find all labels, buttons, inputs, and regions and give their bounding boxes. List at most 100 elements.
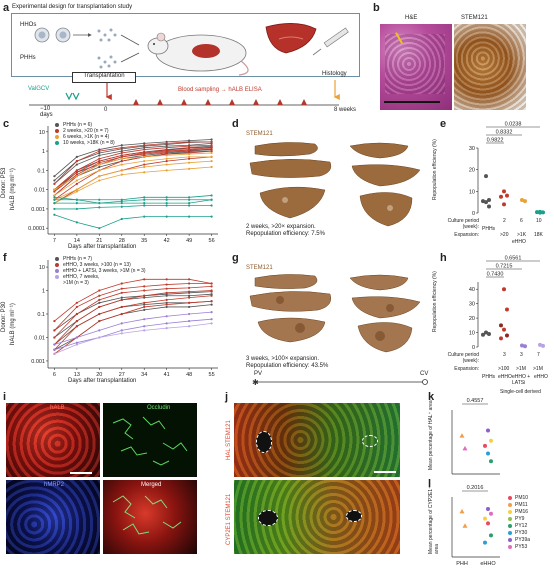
data-point xyxy=(53,188,56,191)
data-point xyxy=(98,179,101,182)
legend-f-3wk: eHHO, 3 weeks, >100 (n = 13) xyxy=(63,262,131,268)
y-tick-label: 10 xyxy=(39,265,45,271)
panel-d-liver-sections xyxy=(249,142,421,227)
legend-swatch xyxy=(508,545,512,549)
data-point xyxy=(165,287,168,290)
data-point xyxy=(75,207,78,211)
y-tick-label: 1 xyxy=(42,149,45,155)
data-point xyxy=(502,189,506,194)
data-point xyxy=(188,157,191,160)
data-point xyxy=(75,175,78,178)
series-line-1-6 xyxy=(54,148,212,192)
liver-lobe-section xyxy=(254,142,318,157)
series-line-0-2 xyxy=(54,304,212,351)
data-point xyxy=(98,175,101,178)
phh-cells-icon xyxy=(97,55,117,69)
panel-l-legend: PM10 PM11 PM16 PY9 PY12 PY30 PY39a PY53 xyxy=(508,495,530,551)
data-point xyxy=(98,169,101,172)
data-point xyxy=(165,301,168,304)
data-point xyxy=(210,294,213,297)
data-point xyxy=(120,144,123,147)
panel-h-ylabel: Repopulation efficiency (%) xyxy=(432,271,438,332)
legend-swatch xyxy=(508,517,512,521)
data-point xyxy=(210,142,213,145)
panel-l-ylabel: Mean percentage of CYP2E1⁺ area xyxy=(428,486,440,554)
data-point xyxy=(489,459,493,464)
data-point xyxy=(165,322,168,325)
panel-h-row1: Culture period (week): xyxy=(447,352,479,364)
data-point xyxy=(165,291,168,294)
data-point xyxy=(165,315,168,318)
panel-c-legend: PHHs (n = 6) 2 weeks, >20 (n = 7) 6 week… xyxy=(55,122,115,146)
data-point xyxy=(165,198,168,201)
panel-l-label: l xyxy=(428,478,432,490)
x-tick-label: 48 xyxy=(186,372,192,376)
data-point xyxy=(188,319,191,323)
data-point xyxy=(165,298,168,301)
x-tick-label: 21 xyxy=(96,238,102,242)
data-point xyxy=(143,146,146,149)
data-point xyxy=(165,294,168,297)
data-point xyxy=(143,198,146,201)
series-line-1-4 xyxy=(54,295,212,351)
panel-h-col1-sub: eHHO xyxy=(498,374,512,380)
data-point xyxy=(165,160,168,163)
data-point xyxy=(98,289,101,292)
data-point xyxy=(502,287,506,292)
data-point xyxy=(538,210,542,215)
data-point xyxy=(75,182,78,185)
panel-e-group: eHHO xyxy=(512,239,526,245)
panel-f-chart: 10 1 0.1 0.01 0.001 6 13 20 27 34 41 48 55 xyxy=(31,260,218,376)
data-point xyxy=(143,152,146,156)
panel-a-box xyxy=(11,13,360,77)
series-line-2-0 xyxy=(54,311,212,345)
legend-swatch xyxy=(508,538,512,542)
data-point xyxy=(98,165,101,169)
hho-organoids-icon xyxy=(34,27,71,43)
data-point xyxy=(98,154,101,157)
y-tick-label: 0.1 xyxy=(37,168,45,174)
data-point xyxy=(143,215,146,218)
data-point xyxy=(188,202,191,205)
data-point xyxy=(75,343,78,346)
x-tick-label: 14 xyxy=(74,238,80,242)
data-point xyxy=(541,343,545,348)
data-point xyxy=(143,171,146,174)
x-tick-label: 7 xyxy=(53,238,56,242)
data-point xyxy=(484,174,488,179)
data-point xyxy=(188,149,191,152)
data-point xyxy=(75,202,78,205)
data-point xyxy=(75,221,78,224)
legend-item: PY39a xyxy=(508,537,530,543)
data-point xyxy=(165,157,168,160)
data-point xyxy=(98,148,101,151)
data-point xyxy=(499,323,503,328)
legend-label: PM16 xyxy=(515,509,529,515)
series-line-2-1 xyxy=(54,156,212,196)
data-point xyxy=(53,319,56,323)
data-point xyxy=(53,213,56,216)
panel-a-label: a xyxy=(3,2,10,14)
data-point xyxy=(53,336,56,339)
data-point xyxy=(143,296,146,299)
panel-j-top-label: HAL STEM121 xyxy=(226,420,232,460)
data-point xyxy=(210,140,213,143)
x-tick-label: 20 xyxy=(96,372,102,376)
data-point xyxy=(210,282,213,285)
data-point xyxy=(75,305,78,309)
panel-c-label: c xyxy=(3,118,10,130)
legend-label: PY30 xyxy=(515,530,528,536)
panel-f-ylabel: hALB (mg ml⁻¹) xyxy=(10,303,16,345)
occludin-label: Occludin xyxy=(147,405,171,411)
data-point xyxy=(188,282,191,285)
stem121-label-b: STEM121 xyxy=(461,15,488,21)
day-zero-label: 0 xyxy=(104,107,108,113)
days-minus-label: −10 xyxy=(40,106,51,112)
y-tick-label: 0.001 xyxy=(31,207,45,213)
data-point xyxy=(75,163,78,166)
data-point xyxy=(98,301,101,304)
data-point xyxy=(489,438,493,443)
panel-h-col1-exp: >100 xyxy=(498,366,510,372)
data-point xyxy=(486,428,490,433)
data-point xyxy=(98,163,101,166)
